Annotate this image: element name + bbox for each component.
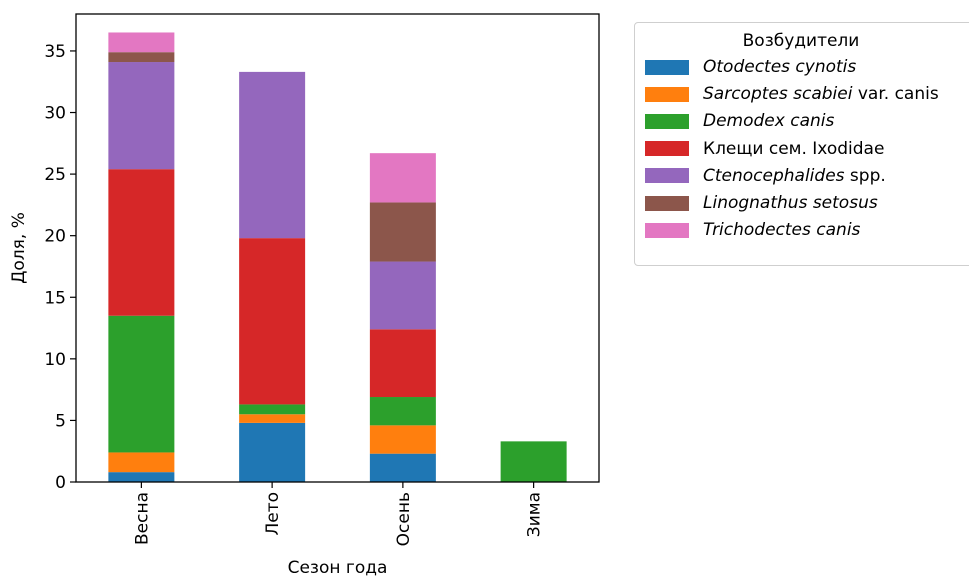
y-tick-label: 5 <box>55 411 66 431</box>
bar-segment <box>369 153 436 203</box>
legend-label: Trichodectes canis <box>703 220 861 241</box>
y-tick-label: 15 <box>44 288 66 308</box>
bar-segment <box>500 441 567 482</box>
y-tick-label: 20 <box>44 227 66 247</box>
legend-label: Sarcoptes scabiei var. canis <box>703 84 939 105</box>
bar-segment <box>369 261 436 330</box>
bar-segment <box>239 414 306 423</box>
bar-segment <box>108 315 175 453</box>
legend-item: Ctenocephalides spp. <box>645 164 886 188</box>
bar-segment <box>369 202 436 262</box>
bar-segment <box>239 422 306 482</box>
bar-segment <box>108 452 175 473</box>
bar-segment <box>108 32 175 53</box>
bar-segment <box>108 62 175 170</box>
y-tick-label: 25 <box>44 165 66 185</box>
legend-swatch <box>645 113 689 129</box>
legend-swatch <box>645 222 689 238</box>
legend-item: Otodectes cynotis <box>645 55 856 79</box>
legend-swatch <box>645 168 689 184</box>
bar-segment <box>108 169 175 316</box>
legend: Возбудители Otodectes cynotis Sarcoptes s… <box>634 22 969 266</box>
y-tick-label: 0 <box>55 473 66 493</box>
x-axis: Весна Лето Осень Зима <box>132 482 545 546</box>
legend-item: Trichodectes canis <box>645 218 860 242</box>
bars-group <box>108 32 567 482</box>
x-tick-label: Осень <box>394 492 414 546</box>
x-axis-label: Сезон года <box>288 558 388 578</box>
y-axis-label: Доля, % <box>9 212 29 284</box>
bar-segment <box>239 404 306 415</box>
x-tick-label: Лето <box>263 492 283 536</box>
y-tick-label: 30 <box>44 104 66 124</box>
x-tick-label: Зима <box>525 492 545 537</box>
x-tick-label: Весна <box>132 492 152 545</box>
legend-label: Linognathus setosus <box>703 193 878 213</box>
y-axis: 0 5 10 15 20 25 30 35 <box>44 42 76 493</box>
legend-label: Demodex canis <box>703 111 835 132</box>
legend-title: Возбудители <box>742 31 860 51</box>
y-tick-label: 35 <box>44 42 66 62</box>
bar-segment <box>108 52 175 63</box>
bar-segment <box>369 425 436 454</box>
legend-item: Sarcoptes scabiei var. canis <box>645 82 939 106</box>
legend-label: Клещи сем. Ixodidae <box>703 138 885 159</box>
legend-item: Клещи сем. Ixodidae <box>645 137 884 161</box>
plot-frame <box>75 13 600 483</box>
bar-segment <box>108 472 175 482</box>
bar-segment <box>369 453 436 482</box>
legend-label: Ctenocephalides spp. <box>703 165 886 186</box>
legend-item: Linognathus setosus <box>645 191 878 215</box>
bar-segment <box>239 238 306 405</box>
legend-swatch <box>645 195 689 211</box>
legend-label: Otodectes cynotis <box>703 57 857 77</box>
legend-swatch <box>645 141 689 157</box>
legend-swatch <box>645 86 689 102</box>
legend-swatch <box>645 59 689 75</box>
bar-segment <box>369 329 436 398</box>
y-tick-label: 10 <box>44 350 66 370</box>
legend-item: Demodex canis <box>645 109 834 133</box>
bar-segment <box>369 397 436 426</box>
bar-segment <box>239 71 306 239</box>
